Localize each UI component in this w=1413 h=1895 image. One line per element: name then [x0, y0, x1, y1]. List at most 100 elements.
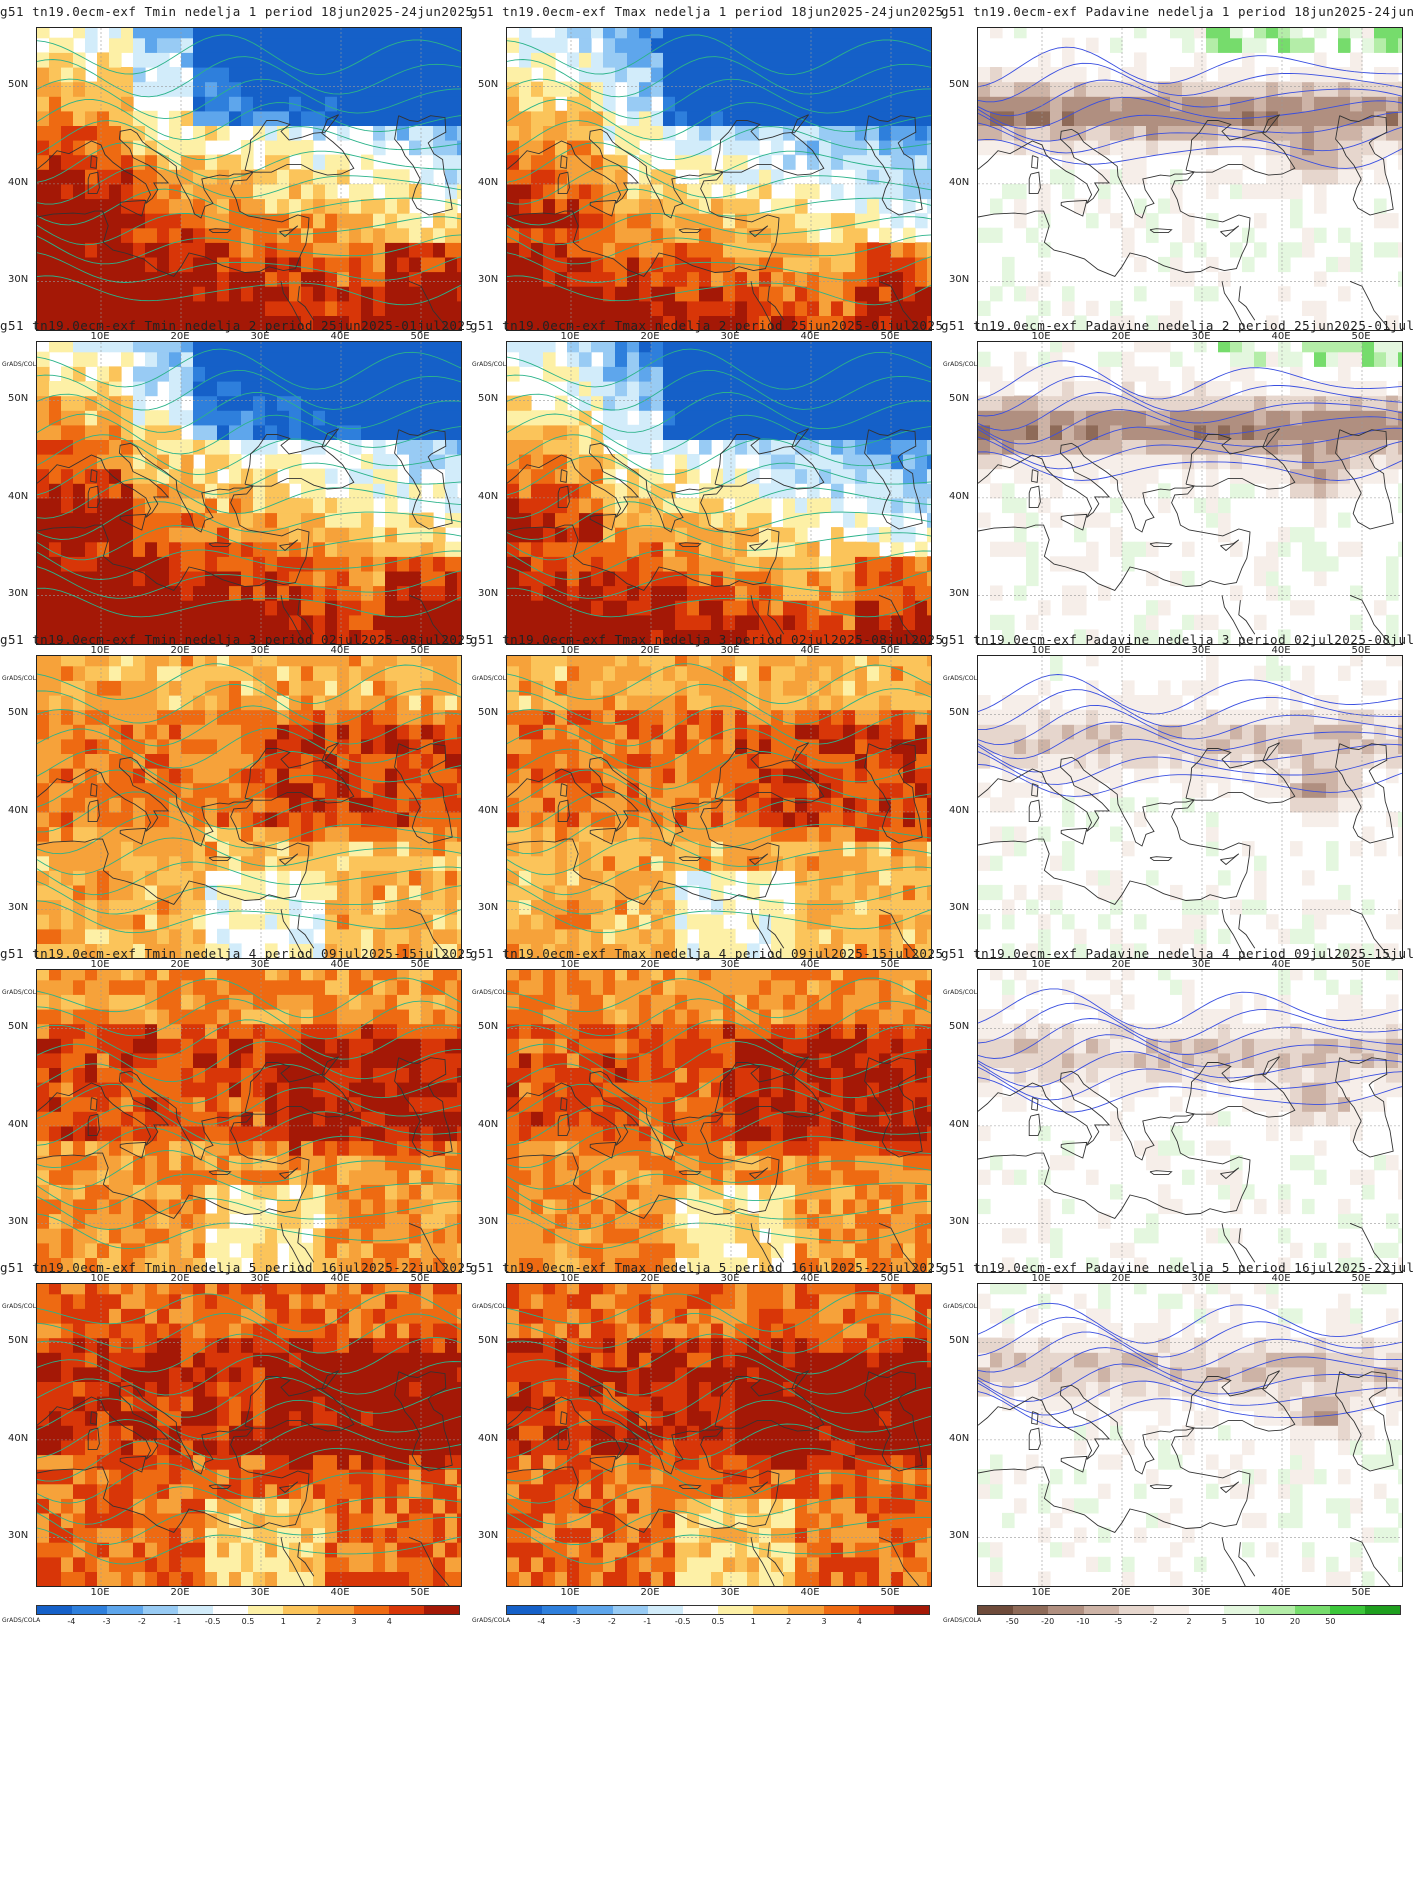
grads-credit: GrADS/COLA	[943, 675, 982, 682]
lat-label: 50N	[949, 79, 970, 91]
lon-label: 40E	[330, 959, 350, 970]
colorbar-label: 5	[1221, 1617, 1227, 1626]
colorbar-label: -5	[1114, 1617, 1123, 1626]
lat-label: 50N	[949, 707, 970, 719]
lon-label: 30E	[1191, 959, 1211, 970]
lon-label: 10E	[560, 1587, 580, 1598]
map-panel-tmax-week-2: g51 tn19.0ecm-exf Tmax nedelja 2 period …	[470, 314, 943, 693]
colorbar-segment	[647, 1606, 683, 1614]
colorbar-segment	[1364, 1606, 1401, 1614]
grads-credit: GrADS/COLA	[943, 989, 982, 996]
lon-label: 50E	[410, 331, 430, 342]
colorbar-label: 0.5	[711, 1617, 725, 1626]
contour-lines	[978, 1302, 1402, 1429]
lon-label: 40E	[330, 331, 350, 342]
map-area	[977, 341, 1403, 645]
colorbar-segment	[507, 1606, 543, 1614]
colorbar-segment	[1294, 1606, 1330, 1614]
lat-label: 40N	[949, 804, 970, 816]
lon-label: 20E	[170, 1273, 190, 1284]
colorbar-segment	[542, 1606, 578, 1614]
map-area	[977, 1283, 1403, 1587]
graticule	[37, 656, 461, 958]
map-area	[36, 655, 462, 959]
graticule	[978, 342, 1402, 644]
colorbar-label: 1	[750, 1617, 756, 1626]
lon-label: 50E	[880, 959, 900, 970]
map-panel-tmax-week-3: g51 tn19.0ecm-exf Tmax nedelja 3 period …	[470, 628, 944, 1007]
colorbar-label: 4	[856, 1617, 862, 1626]
colorbar-segment	[212, 1606, 249, 1614]
map-panel-prec-week-3: g51 tn19.0ecm-exf Padavine nedelja 3 per…	[941, 628, 1413, 1007]
lon-label: 30E	[720, 645, 740, 656]
lon-label: 40E	[1271, 959, 1291, 970]
lat-label: 30N	[949, 1216, 970, 1228]
graticule	[978, 28, 1402, 330]
colorbar-segment	[177, 1606, 213, 1614]
grads-credit: GrADS/COLA	[472, 1303, 511, 1310]
colorbar	[36, 1605, 460, 1615]
lat-label: 40N	[8, 176, 29, 188]
colorbar-label: -1	[643, 1617, 652, 1626]
lon-label: 30E	[1191, 1273, 1211, 1284]
graticule	[37, 1284, 461, 1586]
coastlines	[37, 114, 453, 330]
lat-label: 30N	[949, 274, 970, 286]
grads-credit: GrADS/COLA	[943, 1303, 982, 1310]
lat-label: 40N	[478, 1432, 499, 1444]
map-area	[36, 27, 462, 331]
colorbar-segment	[823, 1606, 859, 1614]
lon-label: 50E	[1351, 1587, 1371, 1598]
map-area	[36, 341, 462, 645]
colorbar-segment	[893, 1606, 930, 1614]
lon-label: 30E	[250, 645, 270, 656]
contour-lines	[507, 34, 931, 306]
lon-label: 10E	[560, 959, 580, 970]
colorbar-label: -4	[537, 1617, 546, 1626]
colorbar-segment	[1189, 1606, 1225, 1614]
lon-label: 20E	[170, 1587, 190, 1598]
colorbar-segment	[1224, 1606, 1260, 1614]
lat-label: 30N	[478, 1530, 499, 1542]
lat-label: 40N	[478, 1118, 499, 1130]
graticule	[507, 1284, 931, 1586]
grads-credit: GrADS/COLA	[472, 989, 511, 996]
grads-credit: GrADS/COLA	[472, 1617, 511, 1624]
lat-label: 40N	[8, 1432, 29, 1444]
lon-label: 30E	[720, 959, 740, 970]
lat-label: 40N	[949, 1118, 970, 1130]
anomaly-map	[978, 656, 1402, 958]
lon-label: 20E	[1111, 959, 1131, 970]
panel-title: g51 tn19.0ecm-exf Tmax nedelja 1 period …	[470, 4, 944, 19]
colorbar-label: -2	[608, 1617, 616, 1626]
lon-label: 50E	[880, 645, 900, 656]
panel-title: g51 tn19.0ecm-exf Tmax nedelja 3 period …	[470, 632, 944, 647]
lat-label: 40N	[8, 804, 29, 816]
colorbar-label: -4	[67, 1617, 76, 1626]
lat-label: 50N	[8, 1335, 29, 1347]
lat-label: 40N	[478, 490, 499, 502]
lat-label: 30N	[478, 902, 499, 914]
lat-label: 50N	[478, 393, 499, 405]
graticule	[37, 342, 461, 644]
panel-title: g51 tn19.0ecm-exf Tmax nedelja 4 period …	[470, 946, 944, 961]
lon-label: 40E	[330, 645, 350, 656]
contour-lines	[978, 360, 1402, 481]
anomaly-map	[507, 970, 931, 1272]
lon-label: 10E	[90, 959, 110, 970]
lon-label: 20E	[1111, 645, 1131, 656]
coastlines	[507, 1370, 923, 1586]
colorbar-segment	[753, 1606, 789, 1614]
colorbar-segment	[1083, 1606, 1119, 1614]
colorbar-label: 0.5	[241, 1617, 255, 1626]
colorbar-label: 3	[821, 1617, 827, 1626]
anomaly-cells	[37, 970, 461, 1272]
panel-title: g51 tn19.0ecm-exf Tmin nedelja 5 period …	[0, 1260, 474, 1275]
lat-label: 30N	[478, 1216, 499, 1228]
contour-lines	[507, 977, 931, 1249]
anomaly-cells	[978, 28, 1402, 330]
lat-label: 50N	[949, 1021, 970, 1033]
lon-label: 20E	[170, 331, 190, 342]
panel-title: g51 tn19.0ecm-exf Tmin nedelja 3 period …	[0, 632, 474, 647]
